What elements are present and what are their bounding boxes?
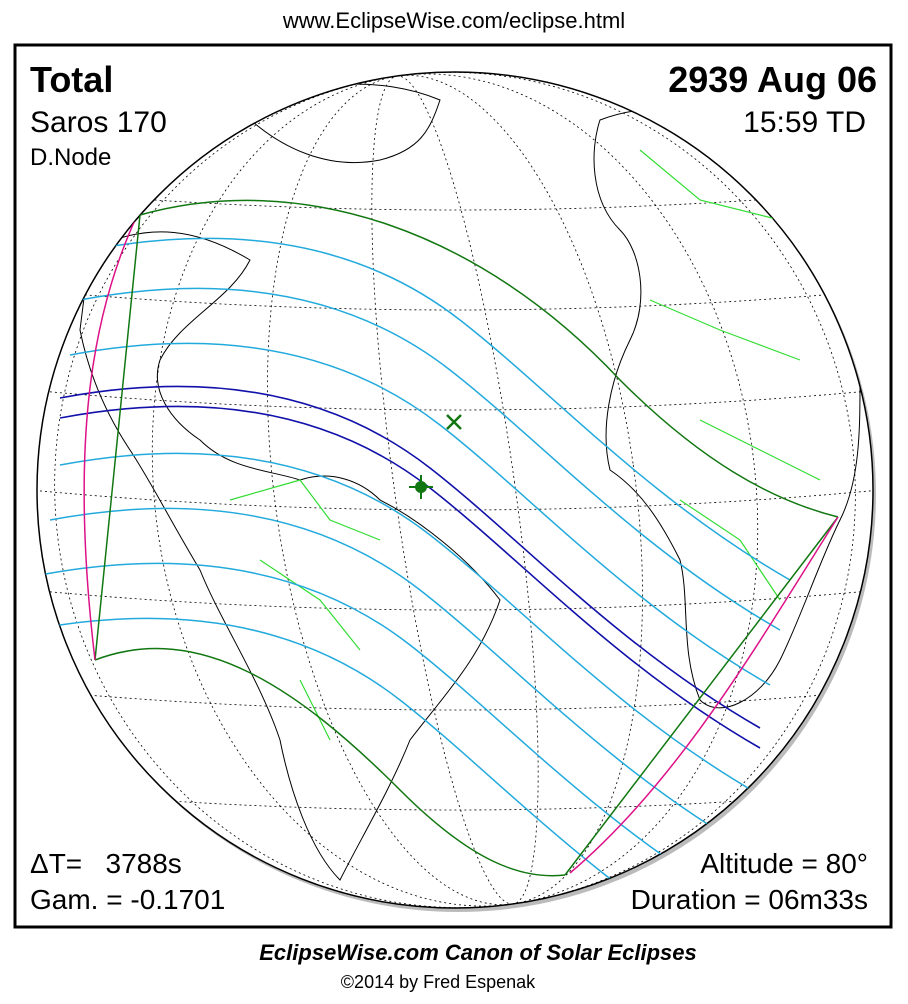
parallel	[37, 589, 873, 611]
limits	[83, 199, 839, 877]
side-limits	[94, 214, 839, 876]
delta-t: ΔT= 3788s	[30, 848, 182, 879]
parallel	[37, 189, 873, 211]
gamma: Gam. = -0.1701	[30, 884, 225, 915]
parallel	[37, 789, 873, 811]
parallel	[37, 289, 873, 311]
penumbral-line	[79, 287, 781, 631]
north-limit	[139, 199, 839, 518]
borders	[229, 149, 821, 741]
footer-title: EclipseWise.com Canon of Solar Eclipses	[259, 940, 697, 965]
meridian	[267, 74, 643, 906]
rise-set-curves	[83, 219, 839, 874]
parallel	[37, 489, 873, 511]
americas	[79, 231, 501, 881]
penumbral-line	[37, 617, 731, 908]
parallel	[37, 689, 873, 711]
greatest-duration-cross	[409, 475, 433, 499]
date: 2939 Aug 06	[668, 59, 877, 100]
saros: Saros 170	[30, 106, 167, 139]
parallel	[37, 389, 873, 411]
eclipse-type: Total	[30, 59, 113, 100]
greatest-eclipse-mark	[446, 414, 462, 430]
footer-credit: ©2014 by Fred Espenak	[341, 972, 536, 992]
penumbral-line	[89, 237, 791, 581]
globe	[36, 71, 874, 909]
border-lines	[229, 149, 821, 741]
meridian	[151, 73, 759, 907]
eclipse-paths	[37, 237, 791, 908]
time: 15:59 TD	[743, 106, 866, 139]
penumbral-line	[49, 507, 751, 851]
penumbral-line	[59, 452, 761, 796]
penumbral-line	[39, 562, 741, 906]
duration: Duration = 06m33s	[631, 884, 868, 915]
central-path-north	[59, 385, 761, 729]
url: www.EclipseWise.com/eclipse.html	[282, 8, 625, 33]
node: D.Node	[30, 144, 111, 171]
altitude: Altitude = 80°	[700, 848, 868, 879]
south-limit	[94, 647, 566, 877]
penumbral-line	[69, 342, 771, 686]
